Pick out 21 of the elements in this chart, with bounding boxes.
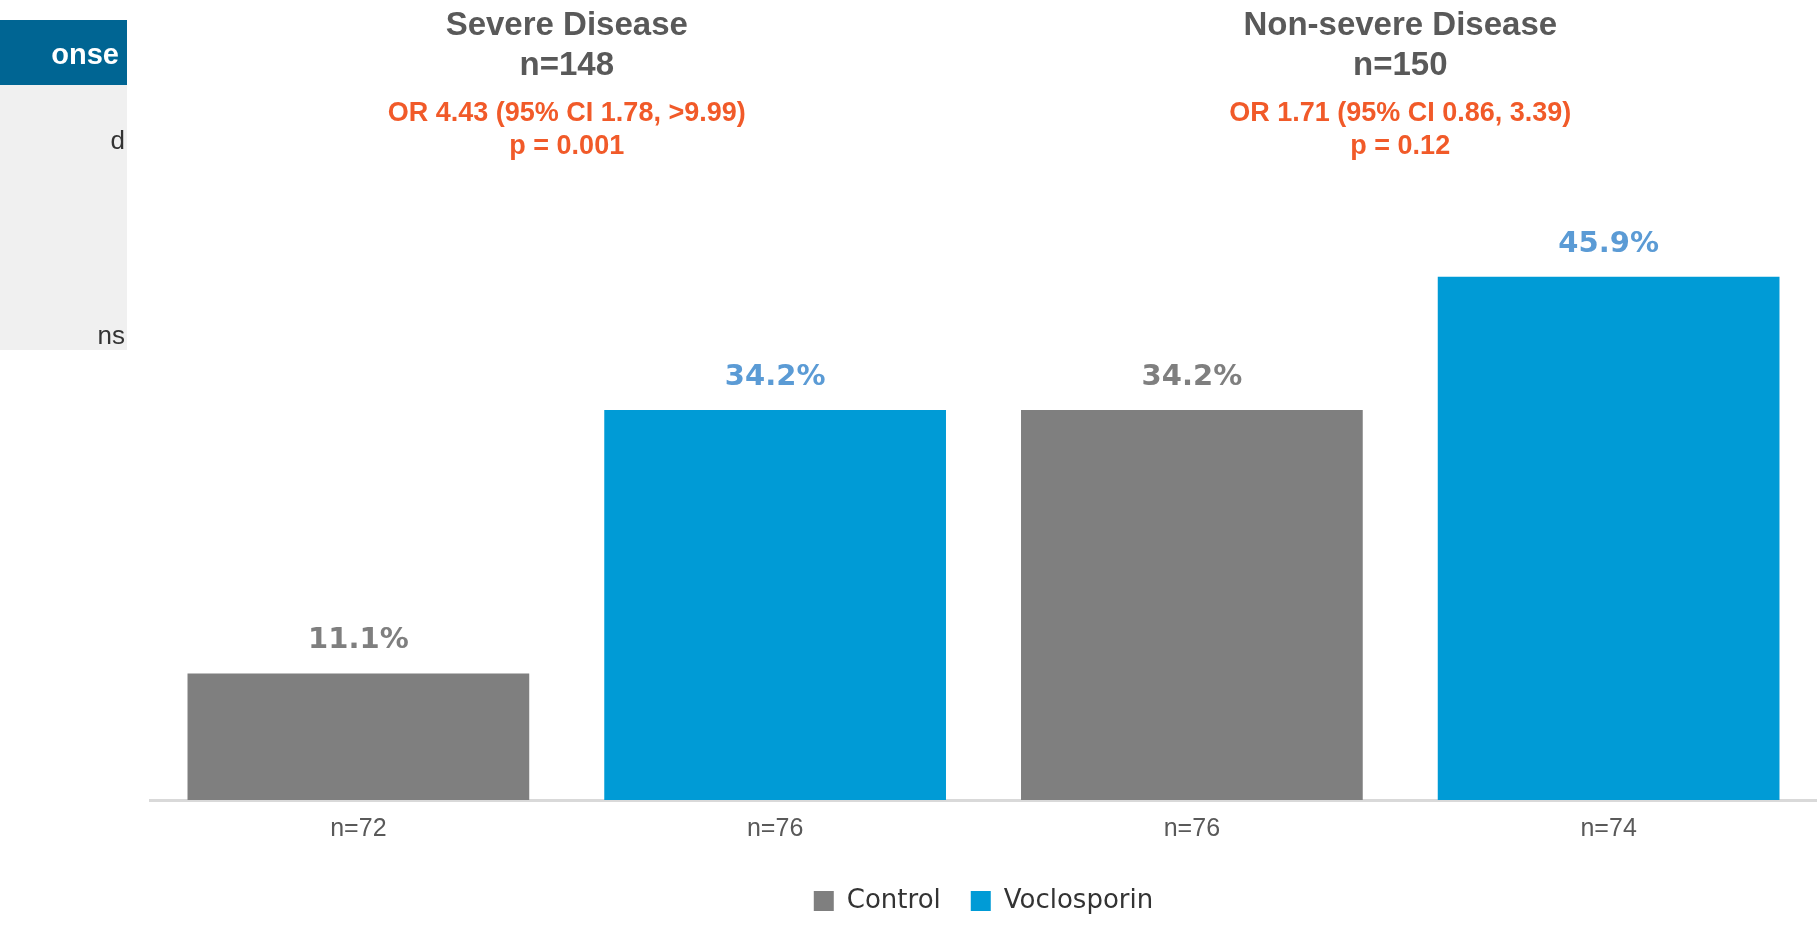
text: OR 1.71 (95% CI 0.86, 3.39) [1228,96,1573,129]
text: OR 4.43 (95% CI 1.78, >9.99) [386,96,747,129]
x-tick-label: n=74 [1580,812,1637,841]
text: onse [0,20,127,85]
text: Severe Disease [444,4,689,44]
text: n=150 [1352,44,1449,84]
text: p = 0.001 [508,129,626,162]
x-tick-label: n=76 [746,812,804,841]
data-label: 34.2% [1141,358,1243,393]
legend-label: Voclosporin [1003,883,1154,914]
data-label: 34.2% [724,358,826,393]
x-tick-label: n=72 [330,812,387,841]
text: d [110,125,125,156]
data-label: 11.1% [308,621,409,656]
text: n=148 [518,44,615,84]
text: ns [97,320,125,351]
x-tick-label: n=76 [1163,812,1221,841]
text: p = 0.12 [1349,129,1452,162]
data-label: 45.9% [1558,224,1659,259]
text: Non-severe Disease [1242,4,1559,44]
legend-label: Control [846,883,941,914]
